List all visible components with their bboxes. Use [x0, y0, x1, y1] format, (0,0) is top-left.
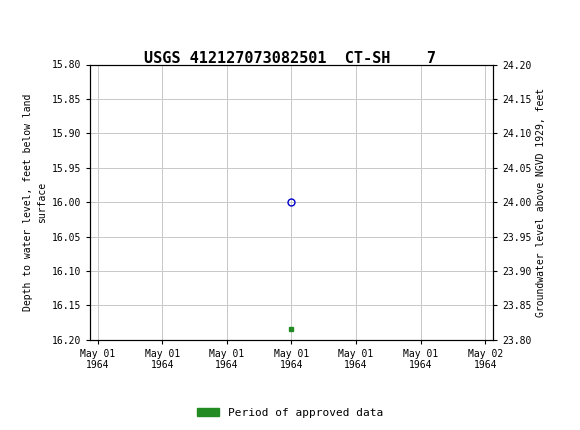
Text: USGS 412127073082501  CT-SH    7: USGS 412127073082501 CT-SH 7 [144, 51, 436, 65]
Y-axis label: Depth to water level, feet below land
surface: Depth to water level, feet below land su… [23, 93, 48, 311]
Legend: Period of approved data: Period of approved data [193, 403, 387, 422]
Y-axis label: Groundwater level above NGVD 1929, feet: Groundwater level above NGVD 1929, feet [535, 88, 546, 316]
Text: ≋USGS: ≋USGS [14, 14, 69, 31]
